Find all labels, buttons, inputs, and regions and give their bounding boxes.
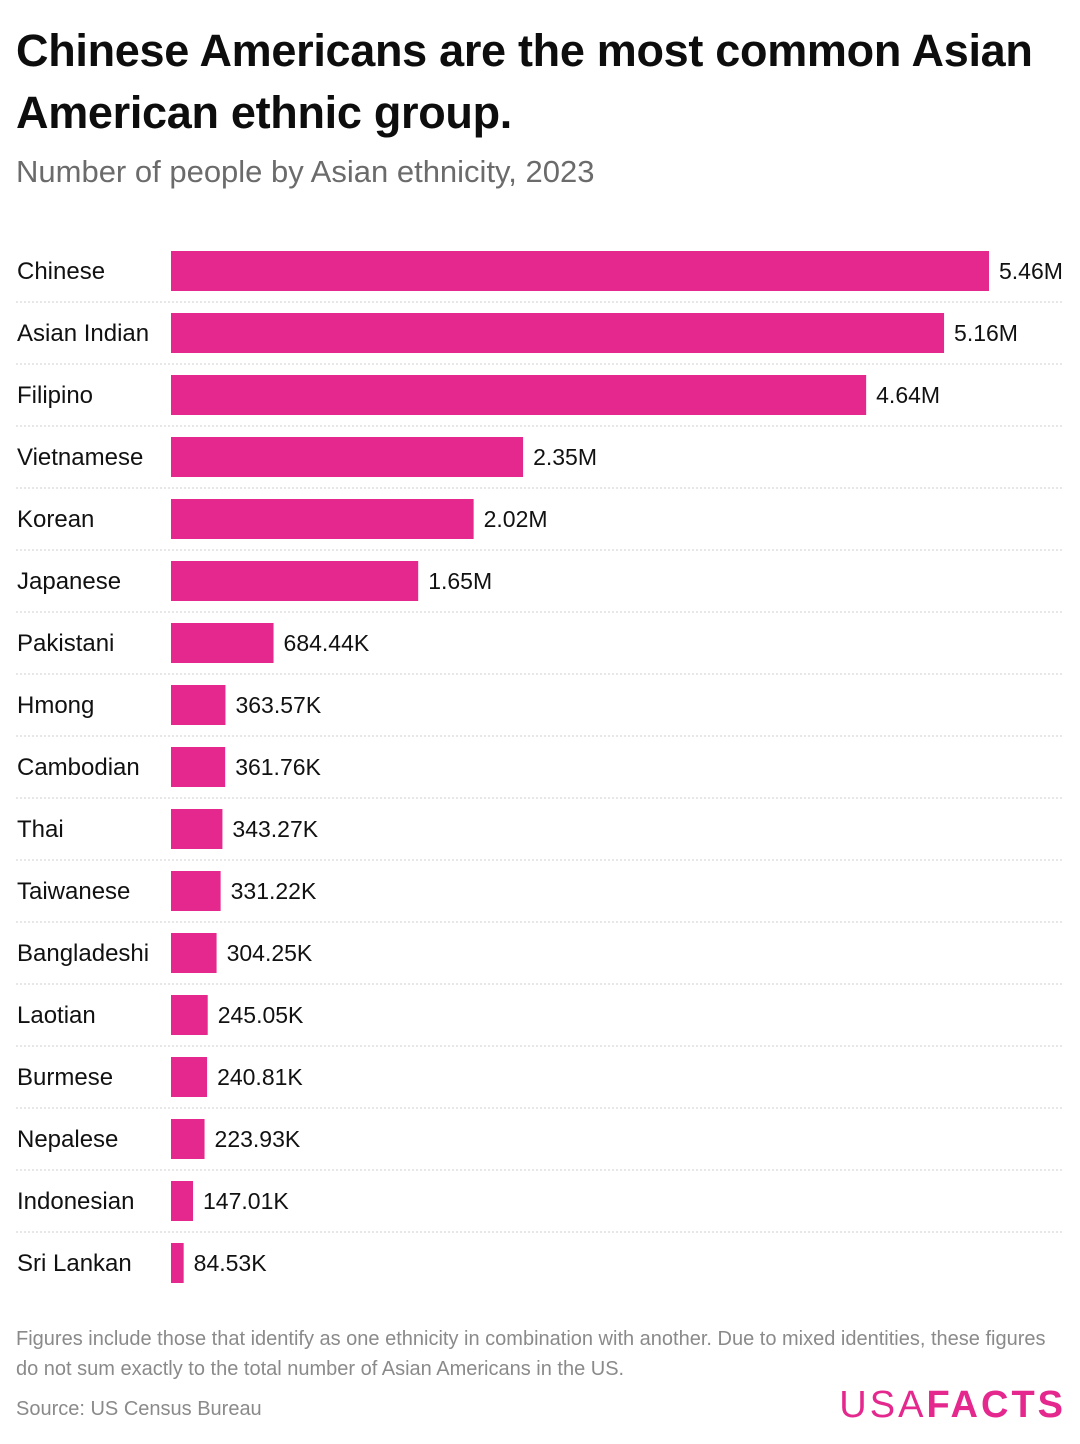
bar xyxy=(171,871,221,911)
bar xyxy=(171,437,524,477)
category-label: Nepalese xyxy=(17,1126,118,1153)
bar xyxy=(171,1057,208,1097)
value-label: 304.25K xyxy=(227,940,313,966)
category-label: Filipino xyxy=(17,382,93,409)
category-label: Laotian xyxy=(17,1002,96,1029)
bar xyxy=(171,375,867,415)
category-label: Thai xyxy=(17,816,64,843)
bar xyxy=(171,499,474,539)
value-label: 84.53K xyxy=(194,1250,268,1276)
logo-text-bold: FACTS xyxy=(926,1384,1066,1426)
bar xyxy=(171,995,208,1035)
value-label: 331.22K xyxy=(231,878,317,904)
usafacts-logo: USAFACTS xyxy=(839,1384,1066,1427)
value-label: 361.76K xyxy=(235,754,321,780)
bar xyxy=(171,313,945,353)
bar-chart: Chinese 5.46M Asian Indian 5.16M Filipino 4.6… xyxy=(16,251,1064,1283)
bar xyxy=(171,933,217,973)
category-label: Pakistani xyxy=(17,630,114,657)
value-label: 1.65M xyxy=(428,568,492,594)
category-label: Japanese xyxy=(17,568,121,595)
value-label: 147.01K xyxy=(203,1188,289,1214)
bar xyxy=(171,561,419,601)
value-label: 223.93K xyxy=(215,1126,301,1152)
value-label: 2.02M xyxy=(484,506,548,532)
bar xyxy=(171,809,223,849)
value-label: 240.81K xyxy=(217,1064,303,1090)
category-label: Hmong xyxy=(17,692,94,719)
category-label: Chinese xyxy=(17,258,105,285)
value-label: 4.64M xyxy=(876,382,940,408)
category-label: Vietnamese xyxy=(17,444,143,471)
category-label: Asian Indian xyxy=(17,320,149,347)
bar xyxy=(171,623,274,663)
value-label: 5.16M xyxy=(954,320,1018,346)
value-label: 2.35M xyxy=(533,444,597,470)
bar xyxy=(171,685,226,725)
category-label: Bangladeshi xyxy=(17,940,149,967)
value-label: 245.05K xyxy=(218,1002,304,1028)
category-label: Korean xyxy=(17,506,94,533)
chart-subtitle: Number of people by Asian ethnicity, 202… xyxy=(16,154,595,189)
logo-text-light: USA xyxy=(839,1384,927,1426)
category-label: Burmese xyxy=(17,1064,113,1091)
value-label: 363.57K xyxy=(235,692,321,718)
value-label: 343.27K xyxy=(232,816,318,842)
chart-title: Chinese Americans are the most common As… xyxy=(16,25,1033,138)
bar xyxy=(171,1243,184,1283)
bar xyxy=(171,747,226,787)
category-label: Indonesian xyxy=(17,1188,134,1215)
footnote: Figures include those that identify as o… xyxy=(16,1328,1046,1380)
bar xyxy=(171,251,989,291)
value-label: 684.44K xyxy=(284,630,370,656)
value-label: 5.46M xyxy=(999,258,1063,284)
category-label: Taiwanese xyxy=(17,878,130,905)
category-label: Cambodian xyxy=(17,754,140,781)
source-note: Source: US Census Bureau xyxy=(16,1398,262,1420)
category-label: Sri Lankan xyxy=(17,1250,132,1277)
bar xyxy=(171,1119,205,1159)
bar xyxy=(171,1181,194,1221)
